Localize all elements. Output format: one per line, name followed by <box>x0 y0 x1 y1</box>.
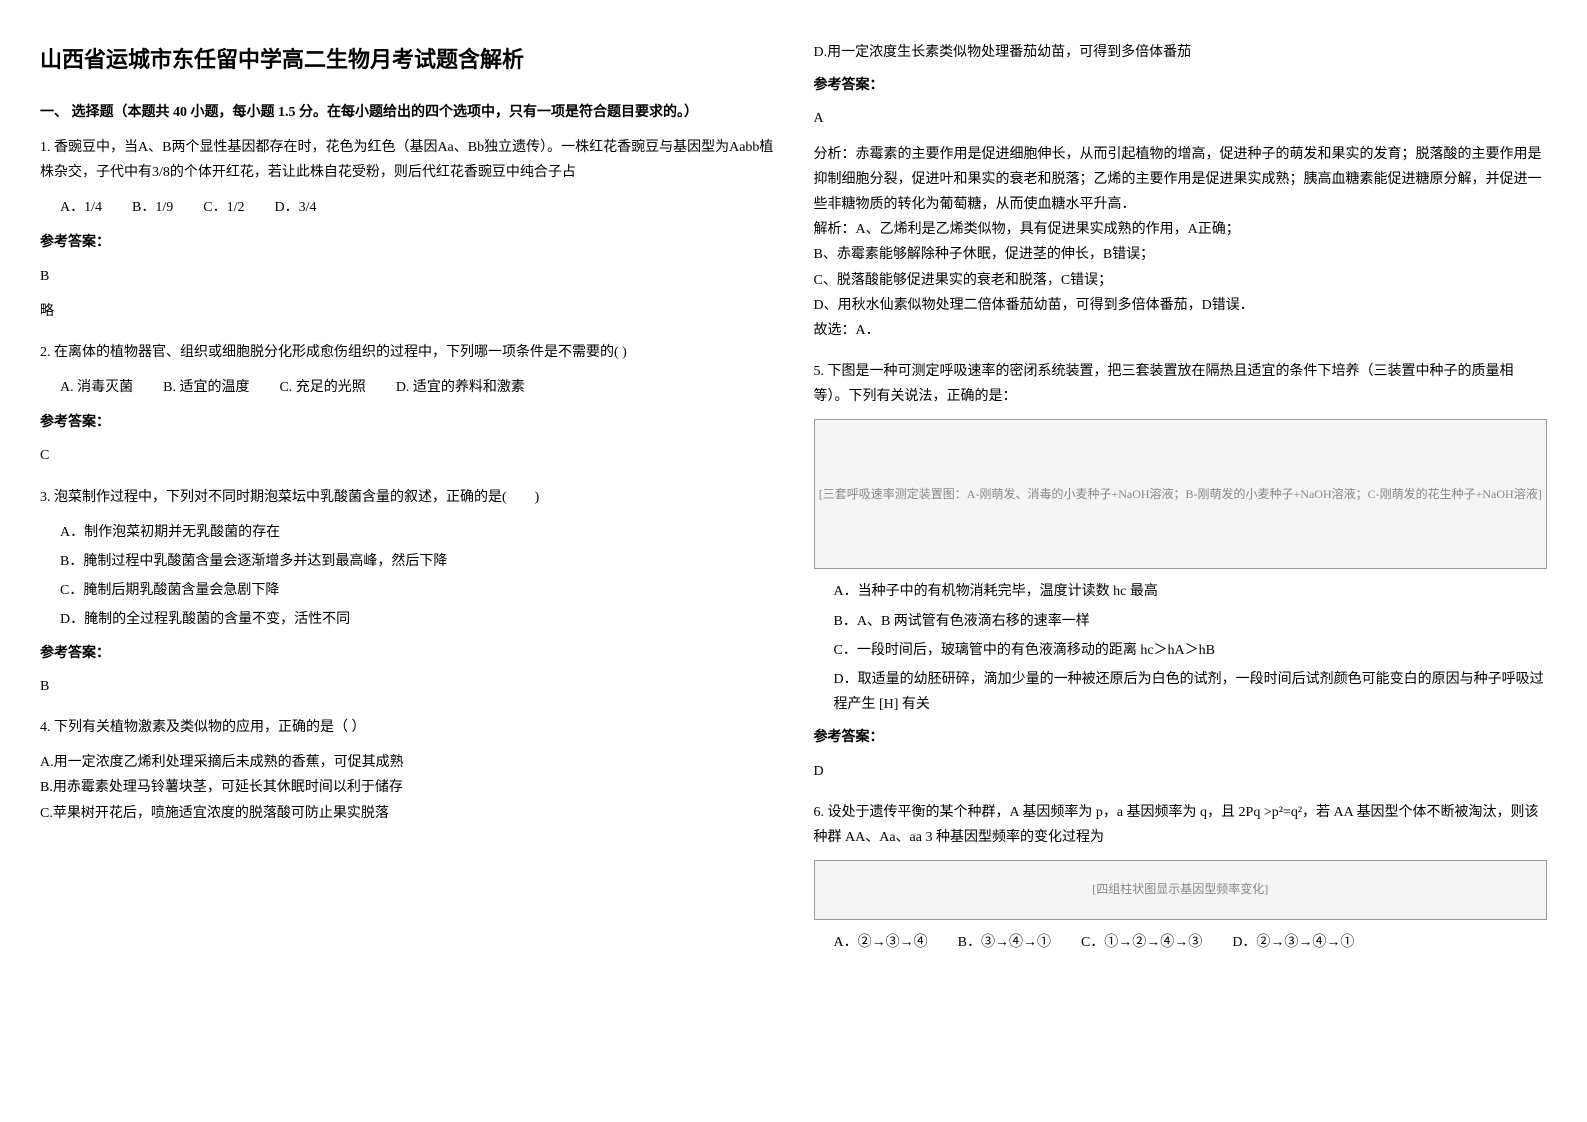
option-d: D．②→③→④→① <box>1232 930 1354 955</box>
option-a: A.用一定浓度乙烯利处理采摘后未成熟的香蕉，可促其成熟 <box>40 750 774 775</box>
explanation-c: C、脱落酸能够促进果实的衰老和脱落，C错误； <box>814 268 1548 293</box>
right-column: D.用一定浓度生长素类似物处理番茄幼苗，可得到多倍体番茄 参考答案： A 分析：… <box>814 40 1548 971</box>
document-title: 山西省运城市东任留中学高二生物月考试题含解析 <box>40 40 774 80</box>
option-c: C．一段时间后，玻璃管中的有色液滴移动的距离 hc＞hA＞hB <box>834 638 1548 663</box>
option-b: B．腌制过程中乳酸菌含量会逐渐增多并达到最高峰，然后下降 <box>60 549 774 574</box>
question-text: 1. 香豌豆中，当A、B两个显性基因都存在时，花色为红色（基因Aa、Bb独立遗传… <box>40 135 774 185</box>
apparatus-diagram: [三套呼吸速率测定装置图：A-刚萌发、消毒的小麦种子+NaOH溶液；B-刚萌发的… <box>814 419 1548 569</box>
option-a: A．②→③→④ <box>834 930 928 955</box>
option-a: A．1/4 <box>60 195 102 220</box>
question-text: 2. 在离体的植物器官、组织或细胞脱分化形成愈伤组织的过程中，下列哪一项条件是不… <box>40 340 774 365</box>
answer-label: 参考答案： <box>814 725 1548 750</box>
question-1: 1. 香豌豆中，当A、B两个显性基因都存在时，花色为红色（基因Aa、Bb独立遗传… <box>40 135 774 324</box>
answer-value: B <box>40 674 774 699</box>
analysis-text: 赤霉素的主要作用是促进细胞伸长，从而引起植物的增高，促进种子的萌发和果实的发育；… <box>814 147 1542 212</box>
answer-value: C <box>40 443 774 468</box>
question-text: 3. 泡菜制作过程中，下列对不同时期泡菜坛中乳酸菌含量的叙述，正确的是( ) <box>40 485 774 510</box>
explanation-label: 解析： <box>814 222 856 237</box>
exam-document: 山西省运城市东任留中学高二生物月考试题含解析 一、 选择题（本题共 40 小题，… <box>40 40 1547 971</box>
options: A．②→③→④ B．③→④→① C．①→②→④→③ D．②→③→④→① <box>834 930 1548 955</box>
option-d: D. 适宜的养料和激素 <box>396 375 525 400</box>
option-c: C．1/2 <box>203 195 244 220</box>
option-c: C．①→②→④→③ <box>1081 930 1202 955</box>
option-c: C.苹果树开花后，喷施适宜浓度的脱落酸可防止果实脱落 <box>40 801 774 826</box>
question-4-continued: D.用一定浓度生长素类似物处理番茄幼苗，可得到多倍体番茄 参考答案： A 分析：… <box>814 40 1548 343</box>
analysis: 分析：赤霉素的主要作用是促进细胞伸长，从而引起植物的增高，促进种子的萌发和果实的… <box>814 142 1548 218</box>
explanation-b: B、赤霉素能够解除种子休眠，促进茎的伸长，B错误； <box>814 242 1548 267</box>
option-d: D．腌制的全过程乳酸菌的含量不变，活性不同 <box>60 607 774 632</box>
question-text: 5. 下图是一种可测定呼吸速率的密闭系统装置，把三套装置放在隔热且适宜的条件下培… <box>814 359 1548 409</box>
option-c: C. 充足的光照 <box>279 375 365 400</box>
question-3: 3. 泡菜制作过程中，下列对不同时期泡菜坛中乳酸菌含量的叙述，正确的是( ) A… <box>40 485 774 699</box>
option-a: A．制作泡菜初期并无乳酸菌的存在 <box>60 520 774 545</box>
question-text: 6. 设处于遗传平衡的某个种群，A 基因频率为 p，a 基因频率为 q，且 2P… <box>814 800 1548 850</box>
options: A．当种子中的有机物消耗完毕，温度计读数 hc 最高 B．A、B 两试管有色液滴… <box>834 579 1548 717</box>
explanation: 解析：A、乙烯利是乙烯类似物，具有促进果实成熟的作用，A正确； <box>814 217 1548 242</box>
left-column: 山西省运城市东任留中学高二生物月考试题含解析 一、 选择题（本题共 40 小题，… <box>40 40 774 971</box>
answer-label: 参考答案： <box>814 73 1548 98</box>
conclusion: 故选：A． <box>814 318 1548 343</box>
option-b: B.用赤霉素处理马铃薯块茎，可延长其休眠时间以利于储存 <box>40 775 774 800</box>
section-header: 一、 选择题（本题共 40 小题，每小题 1.5 分。在每小题给出的四个选项中，… <box>40 100 774 125</box>
option-b: B．1/9 <box>132 195 173 220</box>
answer-value: D <box>814 759 1548 784</box>
question-2: 2. 在离体的植物器官、组织或细胞脱分化形成愈伤组织的过程中，下列哪一项条件是不… <box>40 340 774 469</box>
options: A．1/4 B．1/9 C．1/2 D．3/4 <box>60 195 774 220</box>
option-b: B．A、B 两试管有色液滴右移的速率一样 <box>834 609 1548 634</box>
question-6: 6. 设处于遗传平衡的某个种群，A 基因频率为 p，a 基因频率为 q，且 2P… <box>814 800 1548 956</box>
option-b: B. 适宜的温度 <box>163 375 249 400</box>
option-a: A. 消毒灭菌 <box>60 375 133 400</box>
answer-value: A <box>814 106 1548 131</box>
option-c: C．腌制后期乳酸菌含量会急剧下降 <box>60 578 774 603</box>
option-a: A．当种子中的有机物消耗完毕，温度计读数 hc 最高 <box>834 579 1548 604</box>
question-4: 4. 下列有关植物激素及类似物的应用，正确的是（ ） A.用一定浓度乙烯利处理采… <box>40 715 774 826</box>
answer-label: 参考答案： <box>40 230 774 255</box>
bar-chart-diagram: [四组柱状图显示基因型频率变化] <box>814 860 1548 920</box>
question-5: 5. 下图是一种可测定呼吸速率的密闭系统装置，把三套装置放在隔热且适宜的条件下培… <box>814 359 1548 784</box>
explanation-d: D、用秋水仙素似物处理二倍体番茄幼苗，可得到多倍体番茄，D错误． <box>814 293 1548 318</box>
explanation-a: A、乙烯利是乙烯类似物，具有促进果实成熟的作用，A正确； <box>856 222 1240 237</box>
answer-value: B <box>40 264 774 289</box>
answer-note: 略 <box>40 299 774 324</box>
options: A．制作泡菜初期并无乳酸菌的存在 B．腌制过程中乳酸菌含量会逐渐增多并达到最高峰… <box>60 520 774 633</box>
analysis-label: 分析： <box>814 147 856 162</box>
answer-label: 参考答案： <box>40 641 774 666</box>
option-d: D．取适量的幼胚研碎，滴加少量的一种被还原后为白色的试剂，一段时间后试剂颜色可能… <box>834 667 1548 717</box>
answer-label: 参考答案： <box>40 410 774 435</box>
question-text: 4. 下列有关植物激素及类似物的应用，正确的是（ ） <box>40 715 774 740</box>
option-d: D．3/4 <box>274 195 316 220</box>
options: A. 消毒灭菌 B. 适宜的温度 C. 充足的光照 D. 适宜的养料和激素 <box>60 375 774 400</box>
option-d: D.用一定浓度生长素类似物处理番茄幼苗，可得到多倍体番茄 <box>814 40 1548 65</box>
option-b: B．③→④→① <box>958 930 1051 955</box>
